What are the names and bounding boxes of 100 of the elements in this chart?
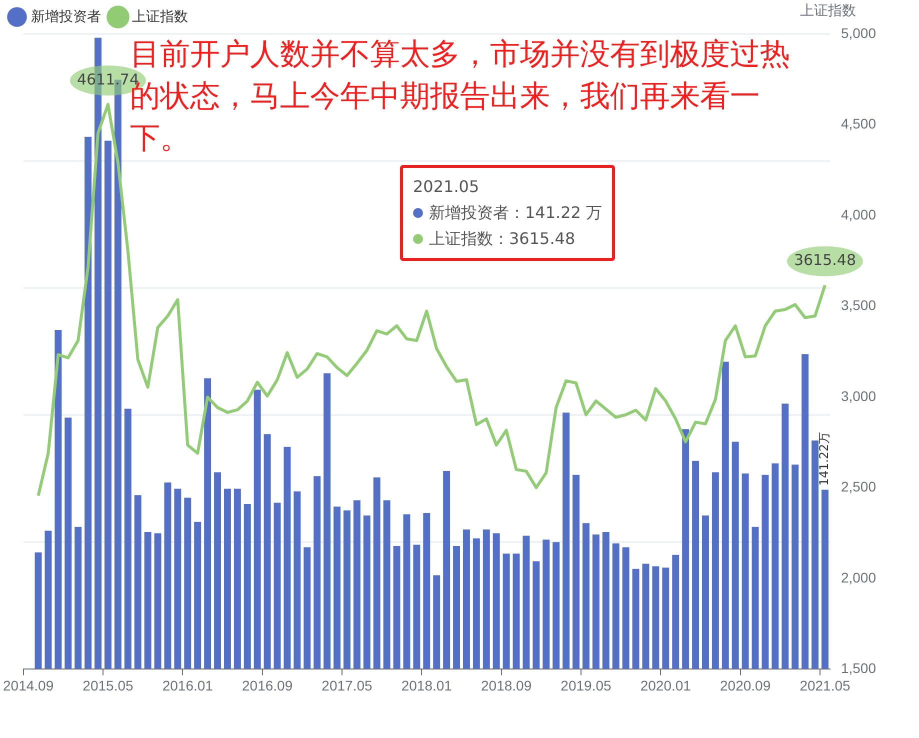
bar [522,536,530,669]
bar [702,515,709,669]
y2-tick-label: 2,500 [840,478,876,495]
x-tick-label: 2020.01 [640,677,692,694]
bar [722,362,729,669]
bar [224,488,231,669]
bar [453,546,460,669]
bar [413,544,420,669]
y2-tick-label: 3,000 [840,388,876,404]
bar [492,533,500,669]
bar [692,460,700,669]
y2-tick-label: 2,000 [840,569,876,586]
annotation: 上证指数：3615.48 [428,228,576,250]
bar [324,373,331,669]
bar [104,140,112,669]
bar [254,390,261,669]
y2-tick-label: 1,500 [840,660,876,676]
bar [44,530,52,669]
legend-label: 新增投资者 [31,8,101,24]
bar [642,564,650,669]
bar [572,474,580,669]
bar [134,495,142,669]
bar [234,488,241,669]
bar [383,500,390,669]
bar [244,504,251,669]
bar [34,552,42,669]
bar [622,547,630,669]
bar [792,464,799,669]
bar [762,474,769,669]
y2-axis-title: 上证指数 [800,2,856,20]
bar [592,534,600,669]
bar [632,568,640,669]
bar [304,547,311,669]
bar [314,476,321,669]
bar [662,568,670,669]
bar [393,546,400,669]
bar [264,434,271,669]
bar [423,512,430,669]
bar [353,500,360,669]
bar [164,482,172,669]
bar [403,514,410,669]
x-tick-label: 2020.09 [720,677,771,694]
annotation: 新增投资者：141.22 万 [428,202,602,224]
bar [334,506,341,669]
bar [184,498,192,669]
bar [602,532,610,669]
annotation: 2021.05 [413,176,480,198]
bar [174,488,182,669]
bar [462,529,470,669]
bar [54,330,62,669]
x-tick-label: 2015.05 [82,677,134,694]
bar [502,554,510,669]
bar [433,575,440,669]
x-tick-label: 2018.09 [481,677,532,694]
x-tick-label: 2014.09 [3,677,54,694]
bar [64,418,72,669]
bar [284,446,291,669]
bar [124,408,132,669]
bar [373,477,380,669]
bar [84,136,92,669]
y2-tick-label: 3,500 [840,297,876,314]
bar [712,472,719,669]
data-label: 3615.48 [794,251,856,270]
bar [294,491,301,669]
legend-label: 上证指数 [132,8,188,24]
bar [652,566,660,669]
bar [682,429,690,669]
bar [443,471,450,669]
bar [512,554,520,669]
bar [562,412,570,669]
bar [772,463,779,669]
x-tick-label: 2016.09 [242,677,293,694]
bar [732,442,739,669]
bar [532,561,540,669]
x-tick-label: 2017.05 [322,677,372,694]
bar [552,542,560,669]
x-tick-label: 2021.05 [800,677,850,694]
bar [782,404,789,669]
bar [74,526,82,669]
y2-tick-label: 5,000 [840,24,876,41]
bar [822,490,828,669]
bar [343,510,350,669]
bar [204,378,212,669]
bar [214,472,221,669]
bar [742,474,749,669]
y2-tick-label: 4,500 [840,116,876,132]
bar [154,533,162,669]
x-tick-label: 2019.05 [560,677,612,694]
bar [672,554,680,669]
bar [612,543,620,669]
y2-tick-label: 4,000 [840,206,876,222]
bar [802,354,809,669]
data-label: 141.22万 [817,432,832,486]
bar [274,502,281,669]
bar [363,515,370,669]
bar [542,540,550,669]
bar [482,529,490,669]
bar [194,522,202,669]
x-tick-label: 2018.01 [401,677,452,694]
bar [472,538,480,669]
